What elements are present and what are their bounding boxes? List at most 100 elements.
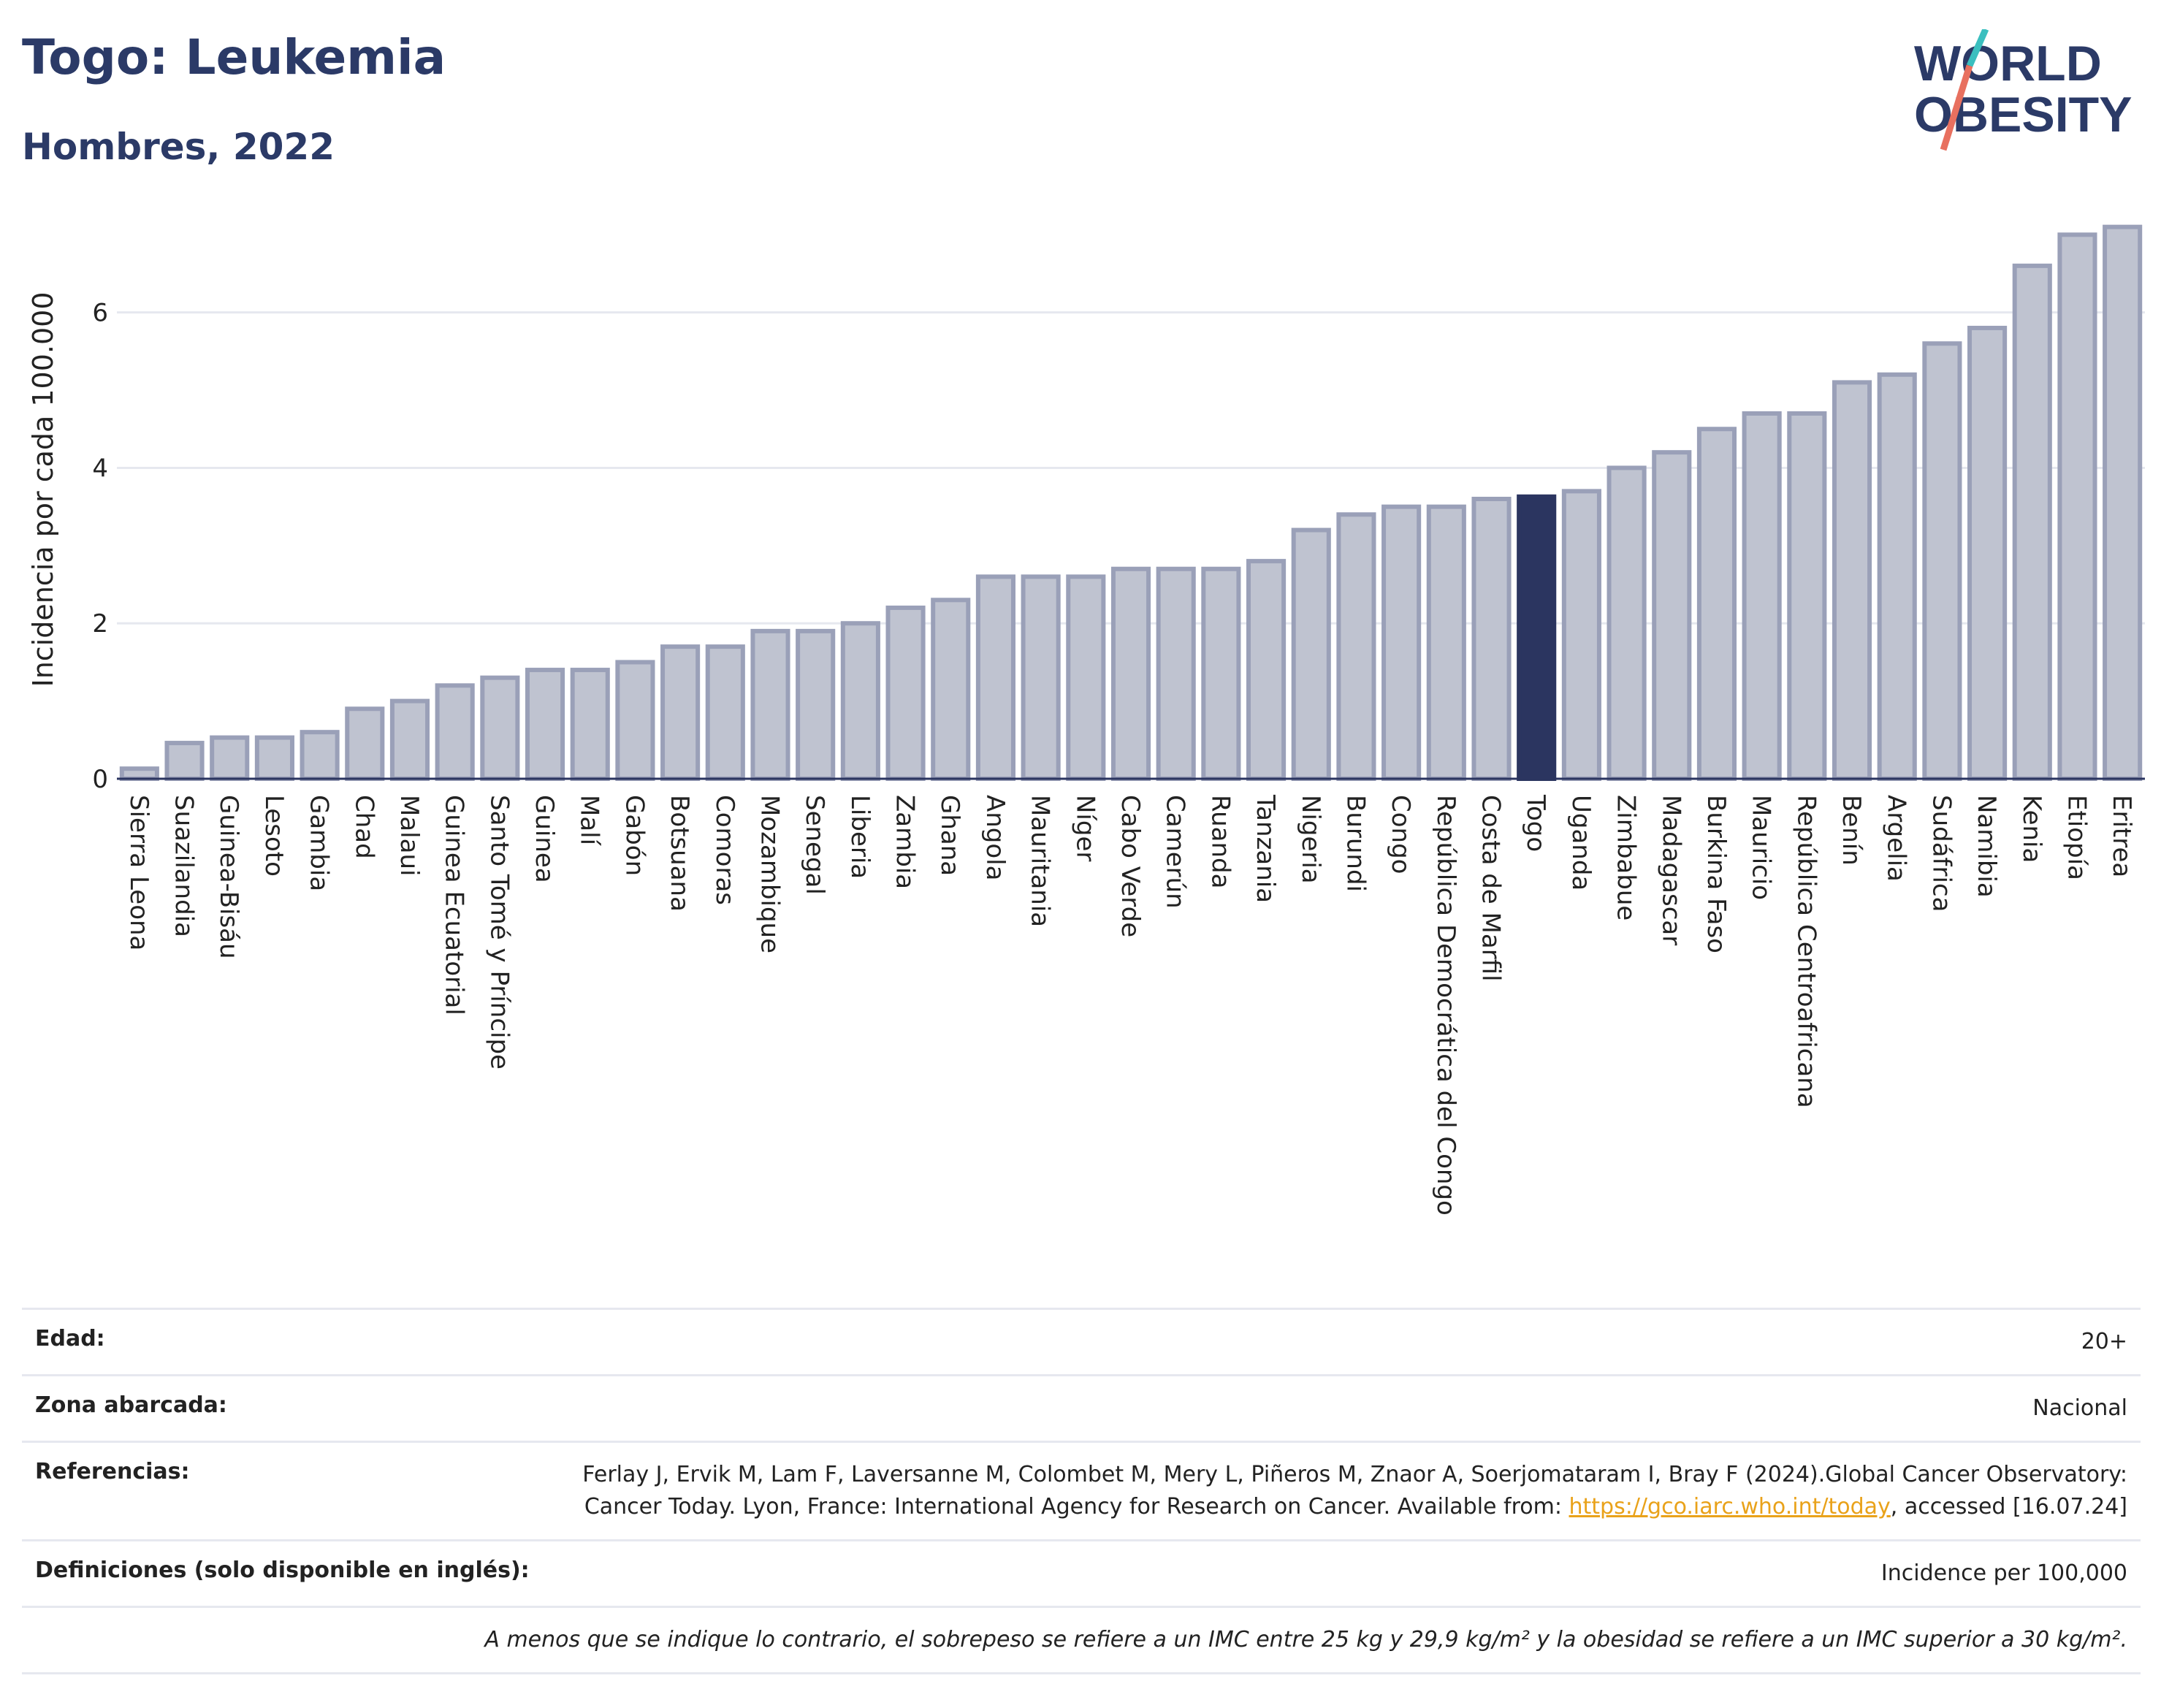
bar-argelia	[1877, 372, 1917, 781]
x-tick-label: Chad	[349, 795, 378, 859]
bar-congo	[1381, 504, 1422, 782]
bar-angola	[975, 574, 1015, 782]
age-label: Edad:	[35, 1326, 105, 1351]
x-tick-label: Malí	[575, 795, 604, 847]
y-axis-label: Incidencia por cada 100.000	[27, 291, 59, 687]
bar-república-centroafricana	[1787, 411, 1827, 781]
x-tick-label: República Centroafricana	[1791, 795, 1821, 1108]
bar-benín	[1832, 380, 1872, 781]
bar-guinea-ecuatorial	[435, 683, 475, 781]
bar-república-democrática-del-congo	[1426, 504, 1466, 782]
x-tick-label: Nigeria	[1296, 795, 1325, 884]
age-value: 20+	[2081, 1329, 2127, 1354]
bar-kenia	[2012, 263, 2052, 782]
bar-sierra-leona	[119, 766, 159, 781]
bar-mauritania	[1021, 574, 1061, 782]
zone-label: Zona abarcada:	[35, 1392, 227, 1418]
x-tick-label: Senegal	[800, 795, 829, 895]
x-tick-label: Uganda	[1566, 795, 1596, 891]
chart-title: Togo: Leukemia	[22, 29, 446, 85]
bar-eritrea	[2103, 224, 2143, 781]
x-tick-label: Mozambique	[755, 795, 784, 953]
x-tick-label: Mauritania	[1026, 795, 1055, 927]
bar-malí	[570, 668, 610, 781]
references-value: Ferlay J, Ervik M, Lam F, Laversanne M, …	[520, 1459, 2127, 1523]
x-tick-label: Níger	[1070, 795, 1099, 861]
references-label: Referencias:	[35, 1459, 190, 1484]
y-tick-label: 4	[92, 454, 108, 483]
x-tick-label: Zimbabue	[1612, 795, 1641, 920]
bar-lesoto	[254, 735, 294, 782]
x-tick-label: Ghana	[935, 795, 964, 876]
x-tick-label: Madagascar	[1656, 795, 1685, 945]
bar-malaui	[389, 698, 430, 781]
y-tick-label: 6	[92, 299, 108, 328]
bar-burundi	[1336, 512, 1376, 781]
x-tick-label: Gabón	[620, 795, 649, 876]
x-tick-label: Gambia	[305, 795, 334, 891]
x-tick-label: Togo	[1521, 794, 1550, 852]
info-row-references: Referencias: Ferlay J, Ervik M, Lam F, L…	[22, 1441, 2141, 1539]
bar-liberia	[840, 621, 880, 781]
bar-gabón	[615, 660, 655, 782]
footnote: A menos que se indique lo contrario, el …	[484, 1627, 2127, 1652]
info-row-definitions: Definiciones (solo disponible en inglés)…	[22, 1539, 2141, 1606]
x-tick-label: Congo	[1386, 795, 1415, 874]
bar-sudáfrica	[1922, 341, 1962, 781]
x-tick-label: Santo Tomé y Príncipe	[484, 795, 514, 1070]
x-tick-label: Eritrea	[2107, 795, 2136, 877]
bar-nigeria	[1291, 527, 1331, 781]
bar-chart: 0 2 4 6 Sierra Leona Suazilandia Guinea-Bisáu…	[27, 224, 2145, 1216]
bar-togo	[1517, 494, 1557, 782]
info-row-age: Edad: 20+	[22, 1308, 2141, 1374]
bar-senegal	[796, 628, 836, 781]
x-tick-label: República Democrática del Congo	[1431, 795, 1460, 1216]
bar-tanzania	[1246, 559, 1287, 781]
references-text: Ferlay J, Ervik M, Lam F, Laversanne M, …	[582, 1462, 2127, 1520]
bar-camerún	[1156, 566, 1196, 781]
bar-namibia	[1967, 325, 2008, 781]
info-row-zone: Zona abarcada: Nacional	[22, 1374, 2141, 1441]
x-tick-label: Guinea	[530, 795, 559, 883]
x-tick-label: Cabo Verde	[1116, 795, 1145, 937]
x-tick-label: Burundi	[1341, 795, 1370, 892]
bar-botsuana	[660, 644, 701, 782]
bar-madagascar	[1652, 450, 1692, 782]
x-tick-label: Costa de Marfil	[1476, 795, 1506, 982]
x-tick-label: Sierra Leona	[124, 795, 153, 950]
info-row-note: A menos que se indique lo contrario, el …	[22, 1606, 2141, 1674]
definitions-label: Definiciones (solo disponible en inglés)…	[35, 1558, 530, 1583]
x-tick-label: Etiopía	[2062, 795, 2091, 880]
x-tick-label: Camerún	[1161, 795, 1190, 909]
x-tick-label: Ruanda	[1205, 795, 1235, 888]
x-tick-label: Mauricio	[1747, 795, 1776, 900]
x-tick-label: Malaui	[395, 795, 424, 876]
zone-value: Nacional	[2032, 1395, 2127, 1421]
x-tick-label: Liberia	[845, 795, 874, 879]
bar-costa-de-marfil	[1471, 497, 1512, 781]
x-tick-label: Tanzania	[1251, 794, 1280, 903]
y-tick-label: 2	[92, 609, 108, 638]
x-tick-label: Comoras	[710, 795, 739, 905]
info-table: Edad: 20+ Zona abarcada: Nacional Refere…	[22, 1308, 2141, 1674]
bar-gambia	[300, 730, 340, 782]
x-tick-label: Guinea-Bisáu	[214, 795, 243, 959]
y-tick-label: 0	[92, 765, 108, 794]
bar-guinea	[525, 668, 565, 781]
bar-etiopía	[2057, 232, 2097, 781]
x-tick-label: Zambia	[891, 795, 920, 889]
bar-mozambique	[750, 628, 790, 781]
references-link[interactable]: https://gco.iarc.who.int/today	[1569, 1494, 1891, 1520]
chart-subtitle: Hombres, 2022	[22, 126, 335, 168]
bar-guinea-bisáu	[210, 735, 250, 782]
x-tick-label: Guinea Ecuatorial	[440, 795, 469, 1015]
x-tick-label: Botsuana	[665, 795, 694, 912]
bar-burkina-faso	[1696, 427, 1737, 781]
logo-line1: WORLD	[1914, 36, 2102, 91]
bar-cabo-verde	[1110, 566, 1151, 781]
x-tick-label: Angola	[980, 795, 1010, 880]
bar-ruanda	[1201, 566, 1241, 781]
x-tick-label: Sudáfrica	[1926, 795, 1956, 912]
x-tick-label: Benín	[1837, 795, 1866, 866]
bar-uganda	[1561, 489, 1601, 781]
